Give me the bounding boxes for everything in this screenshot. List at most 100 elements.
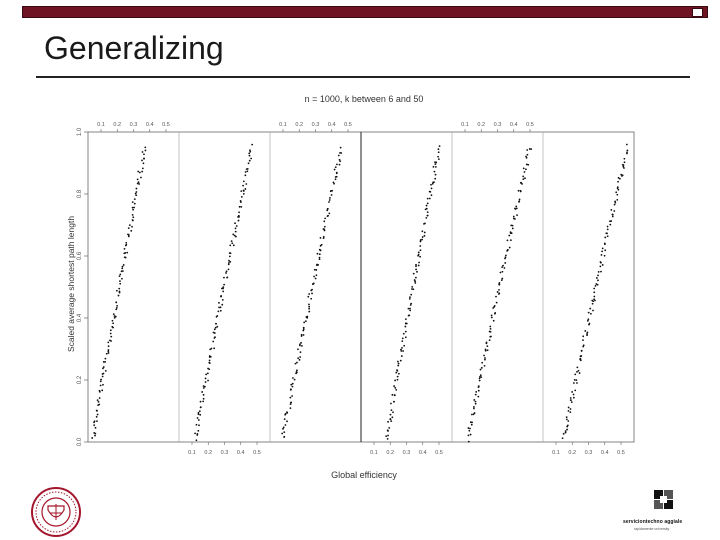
data-point [524,168,527,171]
data-point [202,400,205,403]
data-point [202,397,205,400]
data-point [333,168,336,171]
data-point [326,207,329,210]
data-point [91,437,94,439]
data-point [401,337,404,340]
data-point [488,339,491,342]
data-point [415,268,417,271]
data-point [404,336,407,339]
data-point [521,183,523,185]
data-point [297,348,299,351]
data-point [486,349,489,352]
data-point [434,177,437,180]
data-point [490,335,492,338]
data-point [512,215,515,218]
data-point [115,306,118,309]
data-point [327,214,330,217]
data-point [131,214,134,216]
data-point [599,265,602,268]
data-point [284,412,287,415]
data-point [130,229,133,232]
y-tick-label: 0.0 [77,437,83,446]
data-point [389,418,392,421]
data-point [589,312,592,315]
data-point [510,224,513,227]
data-point [204,381,207,383]
data-point [96,413,99,416]
data-point [223,283,226,286]
data-point [289,407,292,410]
data-point [311,292,313,295]
x-tick-label: 0.4 [601,450,609,456]
data-point [401,346,403,349]
data-point [112,322,115,325]
data-point [502,264,504,267]
data-point [396,369,399,372]
data-point [117,294,120,297]
data-point [390,402,392,405]
data-point [611,215,614,218]
data-point [109,332,112,335]
data-point [247,162,250,165]
data-point [299,344,301,347]
data-point [626,149,629,152]
data-point [481,361,484,364]
data-point [124,256,127,259]
data-point [428,197,431,200]
data-point [468,429,471,432]
data-point [207,379,209,382]
data-point [387,434,389,437]
data-point [593,295,596,298]
data-point [246,170,249,173]
x-tick-label: 0.4 [328,122,336,128]
data-point [586,334,588,337]
data-point [501,266,504,269]
data-point [326,209,329,212]
data-point [417,251,420,254]
data-point [320,243,323,246]
data-point [498,288,500,291]
data-point [505,254,507,257]
data-point [425,207,428,210]
x-tick-label: 0.3 [130,122,138,128]
data-point [490,314,493,317]
data-point [240,196,243,198]
data-point [474,400,477,403]
data-point [107,352,110,354]
data-point [426,202,429,205]
data-point [396,360,399,363]
x-tick-label: 0.3 [221,450,229,456]
data-point [283,431,286,434]
data-point [582,335,585,338]
data-point [514,218,516,220]
data-point [228,255,231,258]
partner-logo: serviciontechno aggiale rapidamente univ… [620,488,712,538]
data-point [317,263,320,266]
data-point [409,307,411,310]
data-point [308,307,311,310]
data-point [433,181,435,184]
data-point [569,411,572,414]
data-point [419,255,421,258]
data-point [479,374,482,377]
data-point [134,192,137,195]
data-point [572,396,575,399]
data-point [522,175,525,178]
data-point [140,176,142,179]
data-point [596,283,599,286]
data-point [230,240,233,243]
data-point [515,207,518,210]
data-point [314,277,317,280]
data-point [526,153,529,156]
data-point [218,306,220,309]
data-point [127,227,130,230]
x-tick-label: 0.2 [568,450,576,456]
data-point [478,379,481,382]
data-point [477,385,480,387]
data-point [506,249,509,251]
data-point [228,259,230,262]
data-point [212,340,215,343]
data-point [617,188,620,191]
data-point [110,335,113,338]
data-point [315,269,318,271]
